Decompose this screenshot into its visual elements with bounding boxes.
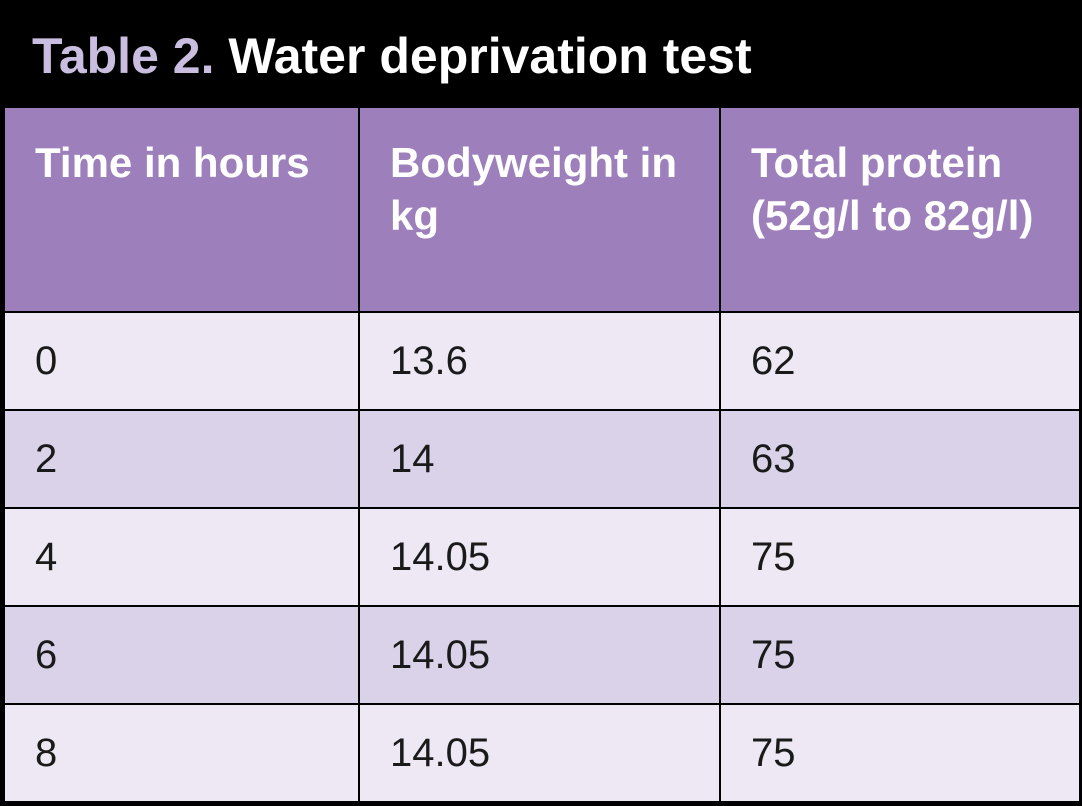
cell-time: 8 — [3, 703, 360, 803]
cell-bodyweight: 14 — [358, 409, 721, 509]
cell-total-protein: 75 — [719, 605, 1081, 705]
cell-bodyweight: 14.05 — [358, 507, 721, 607]
cell-total-protein: 62 — [719, 311, 1081, 411]
table-row: 2 14 63 — [3, 409, 1081, 509]
table-title-main: Water deprivation test — [228, 28, 752, 84]
table-row: 0 13.6 62 — [3, 311, 1081, 411]
cell-time: 4 — [3, 507, 360, 607]
title-bar: Table 2. Water deprivation test — [0, 0, 1082, 106]
header-total-protein: Total protein (52g/l to 82g/l) — [719, 106, 1081, 313]
header-time: Time in hours — [3, 106, 360, 313]
table-row: 4 14.05 75 — [3, 507, 1081, 607]
table-row: 8 14.05 75 — [3, 703, 1081, 803]
cell-time: 6 — [3, 605, 360, 705]
cell-bodyweight: 13.6 — [358, 311, 721, 411]
header-row: Time in hours Bodyweight in kg Total pro… — [3, 106, 1081, 313]
cell-time: 0 — [3, 311, 360, 411]
table-row: 6 14.05 75 — [3, 605, 1081, 705]
table-title-prefix: Table 2. — [32, 28, 215, 84]
cell-total-protein: 75 — [719, 507, 1081, 607]
cell-total-protein: 75 — [719, 703, 1081, 803]
cell-total-protein: 63 — [719, 409, 1081, 509]
header-bodyweight: Bodyweight in kg — [358, 106, 721, 313]
data-table: Time in hours Bodyweight in kg Total pro… — [3, 106, 1081, 803]
cell-bodyweight: 14.05 — [358, 605, 721, 705]
table-title: Table 2. Water deprivation test — [32, 24, 752, 88]
cell-time: 2 — [3, 409, 360, 509]
cell-bodyweight: 14.05 — [358, 703, 721, 803]
